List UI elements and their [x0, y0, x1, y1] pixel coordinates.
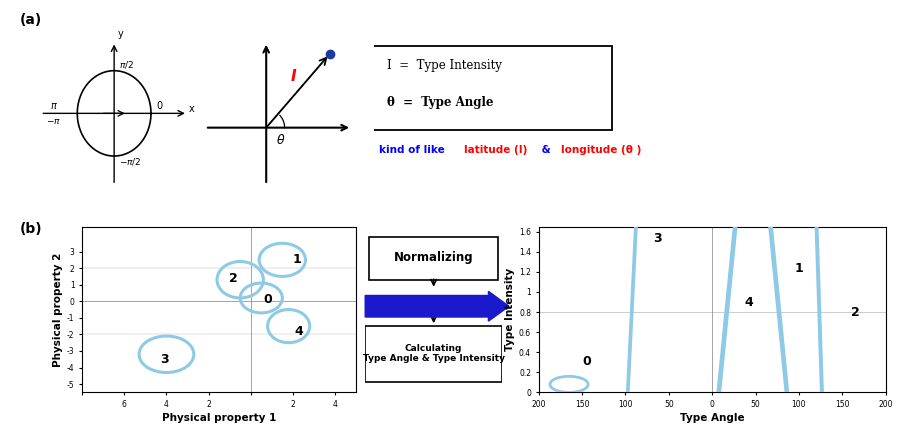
X-axis label: Type Angle: Type Angle: [680, 413, 744, 423]
Text: &: &: [538, 145, 554, 155]
Text: θ  =  Type Angle: θ = Type Angle: [387, 96, 494, 109]
Text: I  =  Type Intensity: I = Type Intensity: [387, 59, 502, 72]
Text: 3: 3: [654, 232, 662, 245]
Text: y: y: [117, 29, 123, 39]
Text: $-\pi/2$: $-\pi/2$: [119, 157, 142, 167]
Text: Normalizing: Normalizing: [394, 251, 474, 264]
Text: x: x: [189, 105, 194, 115]
Text: 2: 2: [851, 306, 860, 319]
Text: (b): (b): [20, 222, 43, 236]
Text: I: I: [290, 69, 297, 84]
FancyArrow shape: [365, 291, 509, 321]
Text: 3: 3: [160, 353, 169, 366]
X-axis label: Physical property 1: Physical property 1: [162, 413, 277, 423]
Text: 0: 0: [157, 102, 163, 111]
FancyBboxPatch shape: [365, 326, 502, 382]
Y-axis label: Physical property 2: Physical property 2: [53, 252, 63, 367]
Text: $-\pi$: $-\pi$: [47, 117, 61, 126]
Text: 4: 4: [745, 296, 753, 309]
Text: $\theta$: $\theta$: [276, 133, 285, 146]
FancyBboxPatch shape: [372, 46, 612, 130]
Y-axis label: Type Intensity: Type Intensity: [505, 268, 515, 351]
Text: 0: 0: [263, 293, 272, 306]
Text: kind of like: kind of like: [380, 145, 449, 155]
Text: longitude (θ ): longitude (θ ): [561, 145, 641, 155]
Text: $\pi/2$: $\pi/2$: [119, 59, 133, 70]
Text: (a): (a): [20, 13, 42, 27]
Text: 4: 4: [295, 324, 303, 337]
Text: Calculating
Type Angle & Type Intensity: Calculating Type Angle & Type Intensity: [362, 344, 505, 363]
FancyBboxPatch shape: [369, 237, 498, 280]
Text: $\pi$: $\pi$: [50, 102, 58, 111]
Text: latitude (I): latitude (I): [464, 145, 527, 155]
Text: 1: 1: [293, 253, 301, 266]
Text: 2: 2: [229, 272, 238, 285]
Text: 1: 1: [794, 262, 803, 275]
Text: 0: 0: [582, 355, 591, 368]
